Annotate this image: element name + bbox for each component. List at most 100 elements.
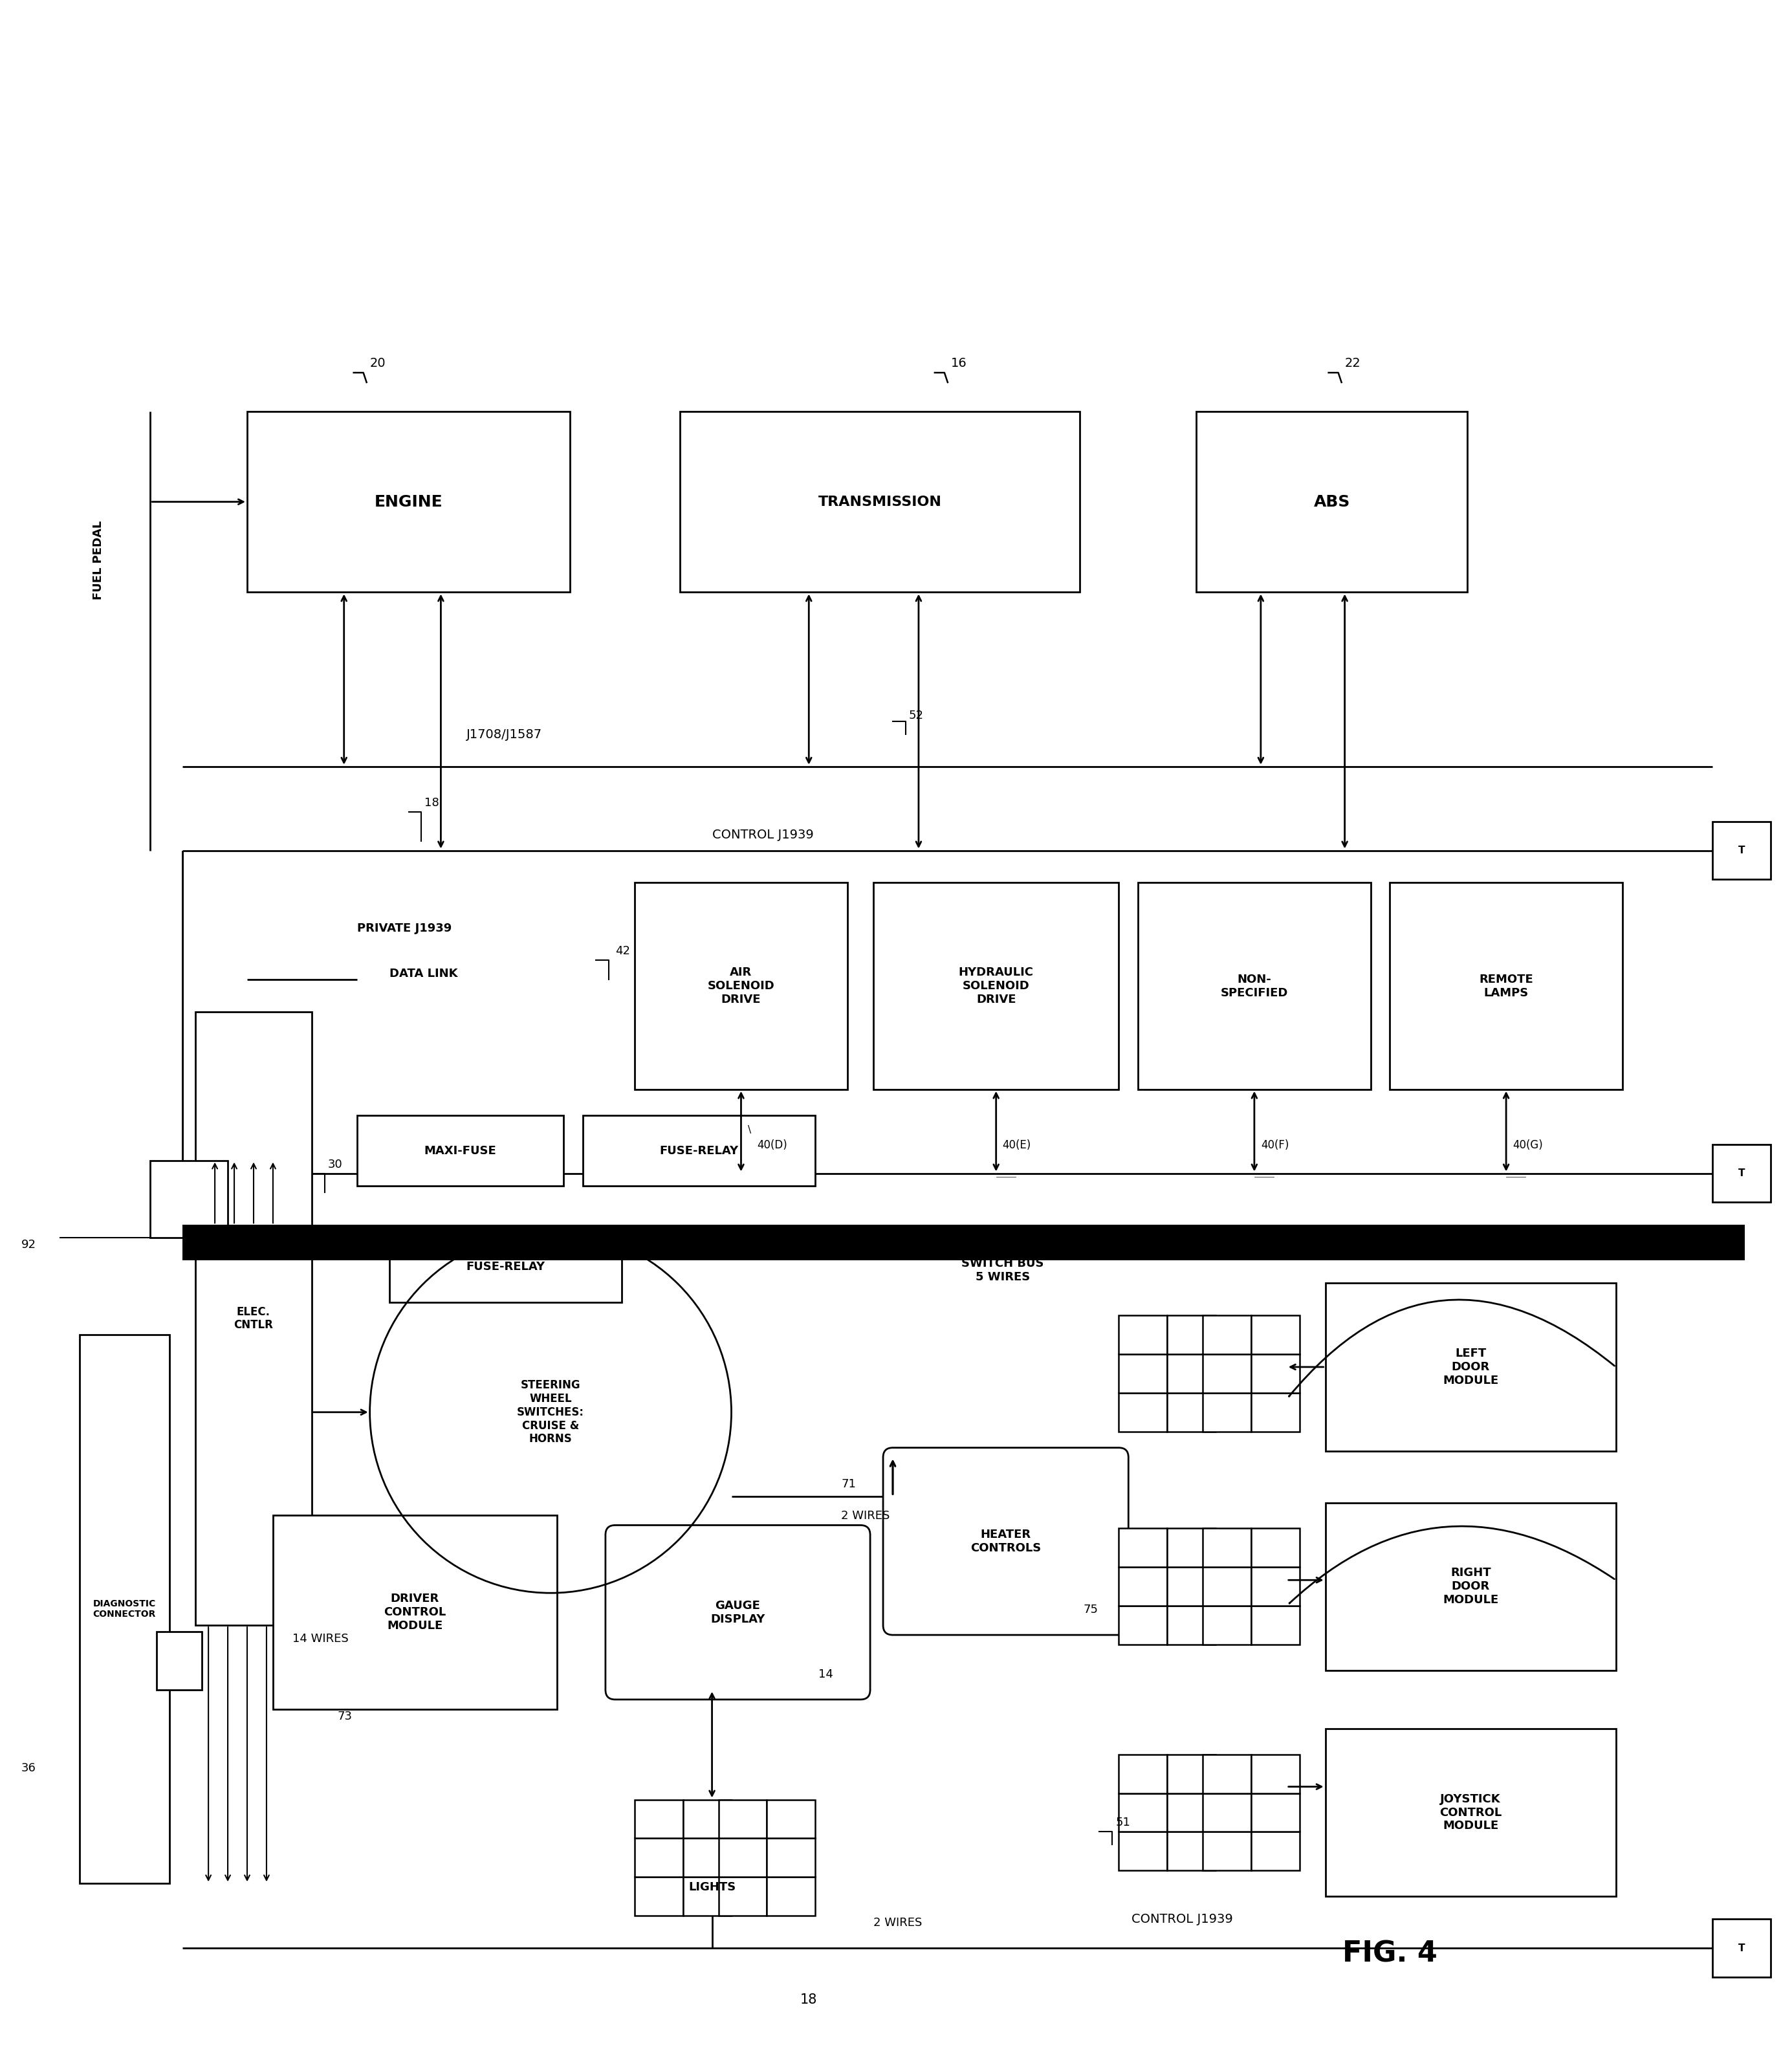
Text: FUSE-RELAY: FUSE-RELAY [659, 1144, 738, 1157]
Text: 52: 52 [909, 710, 925, 721]
Text: 22: 22 [1344, 356, 1360, 368]
Bar [1197, 411, 1468, 592]
Text: NON-
SPECIFIED: NON- SPECIFIED [1220, 974, 1288, 999]
Text: JOYSTICK
CONTROL
MODULE: JOYSTICK CONTROL MODULE [1439, 1793, 1502, 1832]
Text: T: T [1738, 845, 1745, 856]
Bar [1167, 1832, 1215, 1871]
Bar [767, 1799, 815, 1838]
Bar [1326, 1502, 1616, 1670]
Text: LEFT
DOOR
MODULE: LEFT DOOR MODULE [1443, 1347, 1498, 1386]
Bar [1202, 1832, 1251, 1871]
Text: DATA LINK: DATA LINK [389, 968, 457, 981]
Bar [767, 1838, 815, 1877]
Text: HYDRAULIC
SOLENOID
DRIVE: HYDRAULIC SOLENOID DRIVE [959, 966, 1034, 1005]
Bar [1167, 1392, 1215, 1431]
Bar [1167, 1793, 1215, 1832]
Bar [683, 1877, 731, 1916]
Bar [1251, 1316, 1299, 1353]
Bar [1118, 1316, 1167, 1353]
Text: 40(G): 40(G) [1512, 1138, 1543, 1150]
Text: $\mathsf{\backslash}$: $\mathsf{\backslash}$ [747, 1124, 753, 1134]
Text: FUSE-RELAY: FUSE-RELAY [466, 1261, 545, 1273]
Bar [1251, 1793, 1299, 1832]
Bar [1251, 1607, 1299, 1644]
Text: 20: 20 [369, 356, 385, 368]
Text: 2 WIRES: 2 WIRES [873, 1918, 923, 1928]
Text: MAXI-FUSE: MAXI-FUSE [425, 1144, 496, 1157]
Text: CONTROL J1939: CONTROL J1939 [1133, 1914, 1233, 1926]
Text: 2 WIRES: 2 WIRES [840, 1511, 891, 1523]
Text: RIGHT
DOOR
MODULE: RIGHT DOOR MODULE [1443, 1568, 1498, 1605]
Text: FUEL PEDAL: FUEL PEDAL [93, 520, 104, 600]
Bar [1202, 1529, 1251, 1568]
Text: 40(D): 40(D) [758, 1138, 787, 1150]
Text: PRIVATE J1939: PRIVATE J1939 [357, 923, 452, 933]
Bar [1167, 1568, 1215, 1607]
Text: GAUGE
DISPLAY: GAUGE DISPLAY [710, 1601, 765, 1625]
FancyArrowPatch shape [1290, 1527, 1615, 1603]
Bar [1202, 1353, 1251, 1392]
Text: 14 WIRES: 14 WIRES [292, 1634, 348, 1644]
Bar [1713, 1144, 1770, 1202]
Bar [156, 1631, 202, 1691]
Text: REMOTE
LAMPS: REMOTE LAMPS [1478, 974, 1534, 999]
Text: TRANSMISSION: TRANSMISSION [819, 495, 941, 508]
Text: 40(F): 40(F) [1262, 1138, 1288, 1150]
Bar [1251, 1392, 1299, 1431]
Bar [195, 1011, 312, 1625]
Bar [1326, 1728, 1616, 1896]
Text: CONTROL J1939: CONTROL J1939 [711, 829, 814, 841]
Bar [679, 411, 1081, 592]
Bar [873, 882, 1118, 1089]
Bar [1118, 1793, 1167, 1832]
Text: 16: 16 [952, 356, 968, 368]
FancyArrowPatch shape [1288, 1300, 1615, 1396]
Bar [1202, 1392, 1251, 1431]
Bar [1118, 1607, 1167, 1644]
FancyBboxPatch shape [606, 1525, 871, 1699]
Text: 75: 75 [1082, 1605, 1098, 1615]
Text: ABS: ABS [1314, 493, 1349, 510]
Bar [79, 1335, 170, 1883]
Bar [1118, 1392, 1167, 1431]
Bar [1167, 1353, 1215, 1392]
Bar [767, 1877, 815, 1916]
Bar [1167, 1607, 1215, 1644]
Bar [1202, 1793, 1251, 1832]
Bar [1251, 1568, 1299, 1607]
Text: 92: 92 [22, 1238, 36, 1251]
Text: DIAGNOSTIC
CONNECTOR: DIAGNOSTIC CONNECTOR [93, 1599, 156, 1619]
Bar [582, 1116, 815, 1185]
Bar [1202, 1316, 1251, 1353]
Text: FIG. 4: FIG. 4 [1342, 1941, 1437, 1967]
Bar [1251, 1754, 1299, 1793]
Bar [719, 1799, 767, 1838]
Bar [357, 1116, 563, 1185]
Text: T: T [1738, 1169, 1745, 1179]
Text: ELEC.
CNTLR: ELEC. CNTLR [235, 1306, 274, 1331]
Bar [1202, 1754, 1251, 1793]
Bar [1138, 882, 1371, 1089]
Text: LIGHTS: LIGHTS [688, 1881, 737, 1893]
Text: 71: 71 [840, 1478, 857, 1490]
Bar [1202, 1607, 1251, 1644]
Bar [1326, 1283, 1616, 1451]
Bar [683, 1799, 731, 1838]
Text: 73: 73 [337, 1711, 353, 1722]
Text: 42: 42 [615, 946, 631, 958]
Bar [683, 1838, 731, 1877]
Bar [1713, 821, 1770, 880]
Text: HEATER
CONTROLS: HEATER CONTROLS [971, 1529, 1041, 1554]
Bar [1118, 1568, 1167, 1607]
Bar [634, 882, 848, 1089]
Bar [151, 1161, 228, 1238]
Bar [183, 1224, 1745, 1261]
Bar [634, 1838, 683, 1877]
Bar [634, 1799, 683, 1838]
Bar [1118, 1832, 1167, 1871]
Text: 18: 18 [801, 1994, 817, 2006]
Bar [1202, 1568, 1251, 1607]
Bar [1167, 1529, 1215, 1568]
Bar [719, 1838, 767, 1877]
Text: SWITCH BUS
5 WIRES: SWITCH BUS 5 WIRES [961, 1257, 1043, 1283]
